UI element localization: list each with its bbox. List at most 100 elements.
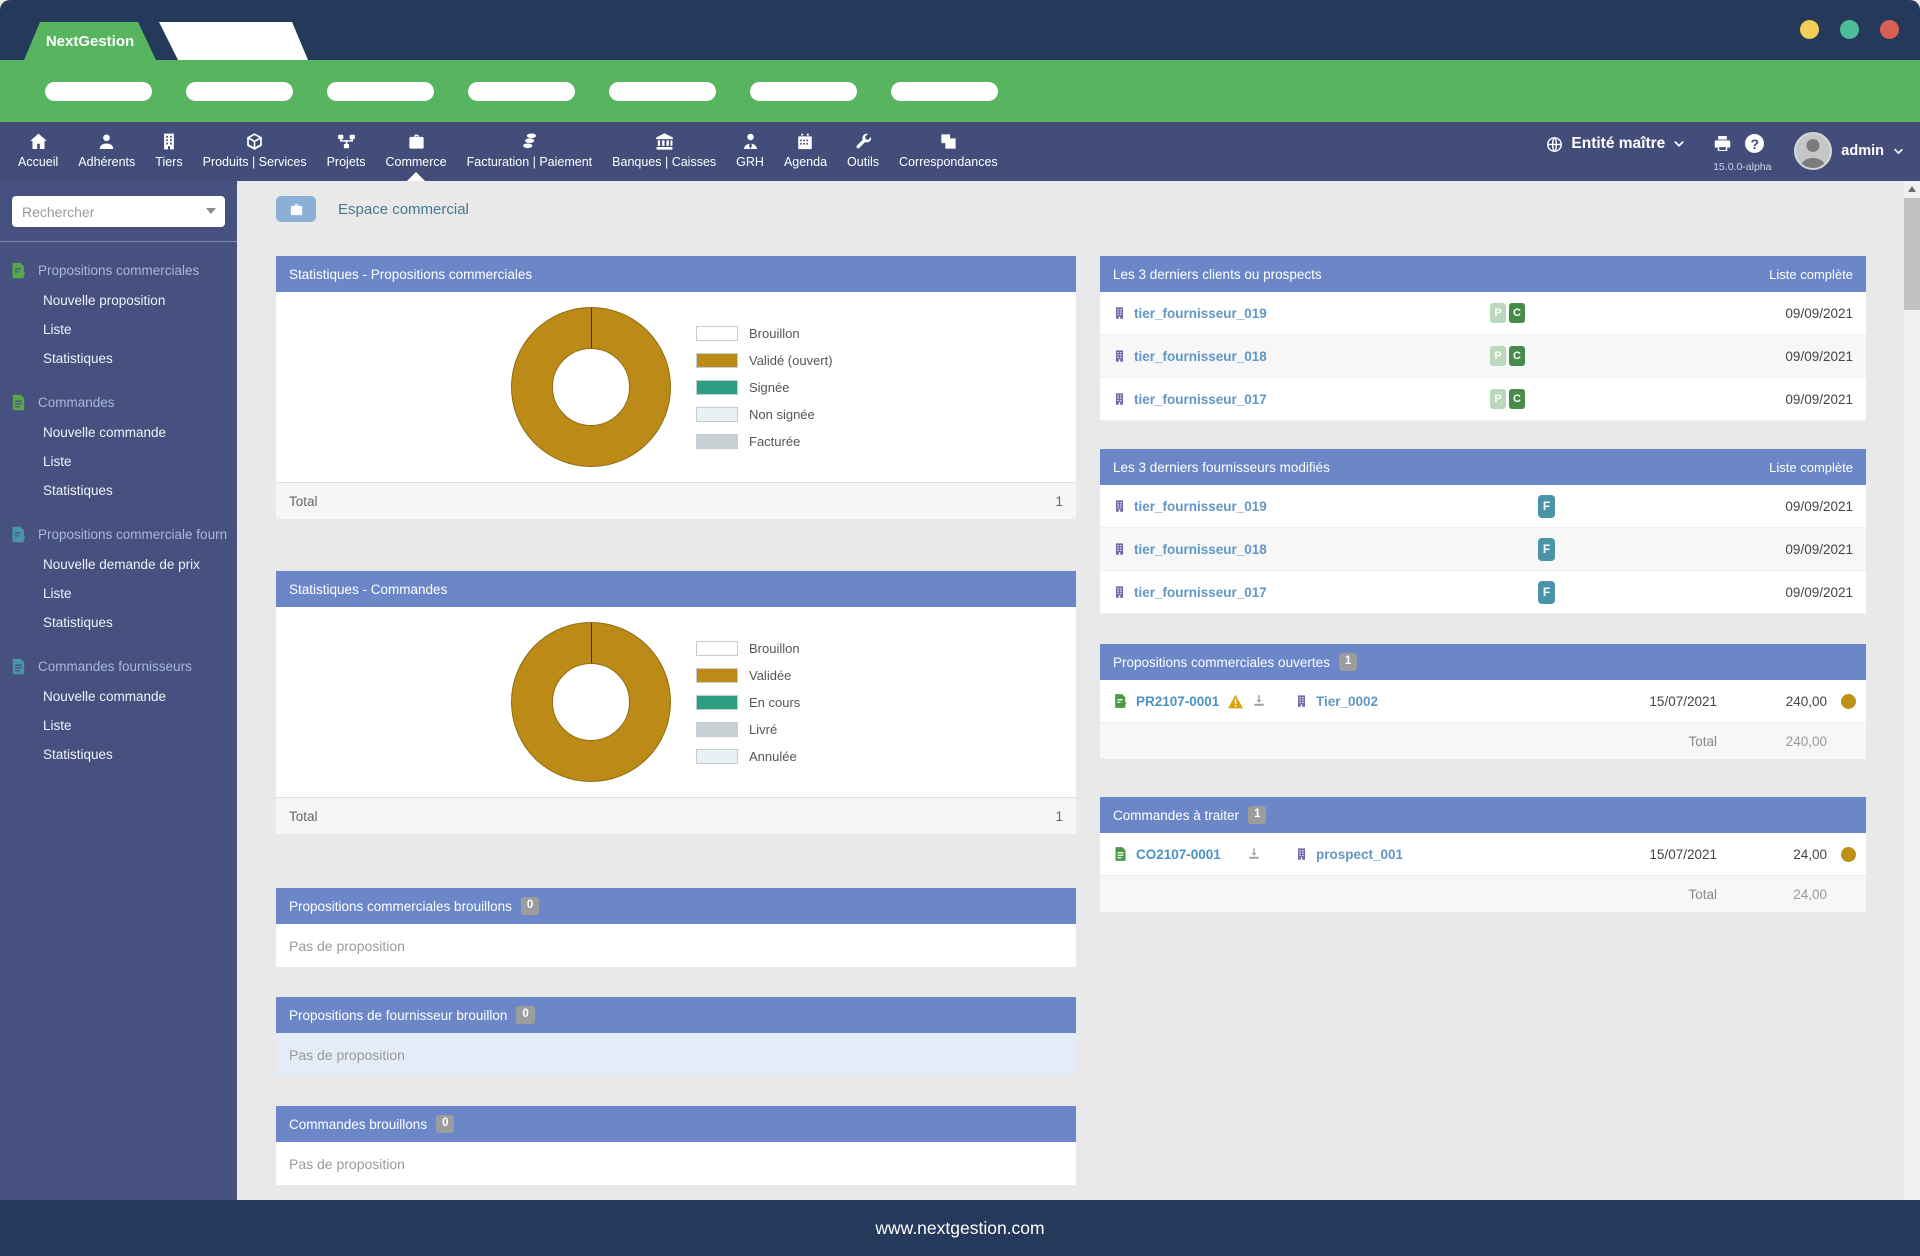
legend-swatch xyxy=(696,749,738,764)
search-dropdown-caret-icon[interactable] xyxy=(206,208,216,214)
sidebar-item-statistiques[interactable]: Statistiques xyxy=(43,615,113,630)
sidebar-item-statistiques[interactable]: Statistiques xyxy=(43,747,113,762)
building-icon xyxy=(1113,348,1126,364)
row-date: 15/07/2021 xyxy=(1649,693,1717,709)
prospect-badge: P xyxy=(1490,389,1506,409)
legend-swatch xyxy=(696,641,738,656)
third-party-link[interactable]: tier_fournisseur_017 xyxy=(1134,391,1267,407)
cube-icon xyxy=(245,131,264,152)
sidebar-menu: Propositions commerciales Nouvelle propo… xyxy=(0,242,237,769)
panel-header: Commandes brouillons 0 xyxy=(276,1106,1076,1142)
sidebar-section-commandes[interactable]: Commandes xyxy=(0,387,237,418)
warning-icon xyxy=(1227,694,1244,709)
full-list-link[interactable]: Liste complète xyxy=(1769,459,1853,475)
sidebar-item-statistiques[interactable]: Statistiques xyxy=(43,483,113,498)
third-party-link[interactable]: tier_fournisseur_017 xyxy=(1134,584,1267,600)
nav-item-produits-services[interactable]: Produits | Services xyxy=(193,122,317,181)
panel-title: Propositions de fournisseur brouillon xyxy=(289,1007,508,1023)
table-row: PR2107-0001 Tier_0002 15/07/2021 240,00 xyxy=(1100,680,1866,722)
panel-commandes-a-traiter: Commandes à traiter 1 CO2107-0001 prospe… xyxy=(1100,797,1866,912)
sidebar-item-liste[interactable]: Liste xyxy=(43,322,72,337)
legend-label: Facturée xyxy=(749,434,801,449)
sidebar-item-liste[interactable]: Liste xyxy=(43,586,72,601)
chart-legend: Brouillon Validée En cours Livré Annulée xyxy=(696,635,800,770)
title-bar: NextGestion xyxy=(0,0,1920,60)
legend-label: Annulée xyxy=(749,749,797,764)
chart-legend: Brouillon Validé (ouvert) Signée Non sig… xyxy=(696,320,833,455)
sidebar-item-nouvelle-commande[interactable]: Nouvelle commande xyxy=(43,425,167,440)
download-icon[interactable] xyxy=(1247,847,1261,861)
panel-total-row: Total 24,00 xyxy=(1100,875,1866,912)
help-button[interactable]: ? xyxy=(1745,134,1765,153)
sidebar-item-statistiques[interactable]: Statistiques xyxy=(43,351,113,366)
sidebar-item-liste[interactable]: Liste xyxy=(43,718,72,733)
print-button[interactable] xyxy=(1713,134,1732,153)
sidebar-section-propositions-commerciales[interactable]: Propositions commerciales xyxy=(0,255,237,286)
nav-item-adherents[interactable]: Adhérents xyxy=(68,122,145,181)
third-party-link[interactable]: tier_fournisseur_019 xyxy=(1134,305,1267,321)
nav-item-commerce[interactable]: Commerce xyxy=(376,122,457,181)
panel-stats-propositions: Statistiques - Propositions commerciales… xyxy=(276,256,1076,519)
menu-section-propositions-fournisseur: Propositions commerciale fourniss Nouvel… xyxy=(0,519,237,637)
menu-placeholder-pill xyxy=(327,81,434,101)
sidebar-item-nouvelle-demande-de-prix[interactable]: Nouvelle demande de prix xyxy=(43,557,200,572)
window-minimize-dot[interactable] xyxy=(1800,20,1819,39)
window-close-dot[interactable] xyxy=(1880,20,1899,39)
panel-title: Statistiques - Commandes xyxy=(289,581,448,597)
building-icon xyxy=(1113,541,1126,557)
sidebar-item-nouvelle-proposition[interactable]: Nouvelle proposition xyxy=(43,293,166,308)
third-party-link[interactable]: Tier_0002 xyxy=(1316,693,1379,709)
third-party-link[interactable]: tier_fournisseur_019 xyxy=(1134,498,1267,514)
legend-swatch xyxy=(696,326,738,341)
supplier-badge: F xyxy=(1538,494,1555,518)
nav-label: Facturation | Paiement xyxy=(466,155,593,169)
nav-item-agenda[interactable]: Agenda xyxy=(774,122,837,181)
nav-item-tiers[interactable]: Tiers xyxy=(145,122,192,181)
nav-label: Produits | Services xyxy=(202,155,307,169)
download-icon[interactable] xyxy=(1252,694,1266,708)
nav-label: Correspondances xyxy=(899,155,998,169)
entity-selector[interactable]: Entité maître xyxy=(1546,135,1685,153)
nav-item-correspondances[interactable]: Correspondances xyxy=(889,122,1008,181)
sidebar-section-commandes-fournisseurs[interactable]: Commandes fournisseurs xyxy=(0,651,237,682)
nav-item-outils[interactable]: Outils xyxy=(837,122,889,181)
chevron-down-icon xyxy=(1893,146,1904,157)
panel-header: Propositions commerciales ouvertes 1 xyxy=(1100,644,1866,680)
nav-item-facturation-paiement[interactable]: Facturation | Paiement xyxy=(457,122,603,181)
order-ref-link[interactable]: CO2107-0001 xyxy=(1136,846,1221,862)
sidebar-search xyxy=(0,181,237,242)
building-icon xyxy=(160,131,178,152)
nav-label: GRH xyxy=(736,155,764,169)
user-menu[interactable]: admin xyxy=(1794,132,1904,170)
donut-hole xyxy=(552,663,630,741)
row-date: 09/09/2021 xyxy=(1785,305,1853,321)
third-party-link[interactable]: tier_fournisseur_018 xyxy=(1134,541,1267,557)
left-column: Statistiques - Propositions commerciales… xyxy=(276,256,1076,1185)
third-party-link[interactable]: tier_fournisseur_018 xyxy=(1134,348,1267,364)
sidebar-item-nouvelle-commande[interactable]: Nouvelle commande xyxy=(43,689,167,704)
nav-item-grh[interactable]: GRH xyxy=(726,122,774,181)
menu-placeholder-pill xyxy=(45,81,152,101)
sidebar-section-propositions-fournisseur[interactable]: Propositions commerciale fourniss xyxy=(0,519,237,550)
legend-swatch xyxy=(696,695,738,710)
nav-item-projets[interactable]: Projets xyxy=(317,122,376,181)
third-party-link[interactable]: prospect_001 xyxy=(1316,846,1404,862)
proposal-ref-link[interactable]: PR2107-0001 xyxy=(1136,693,1220,709)
nav-item-accueil[interactable]: Accueil xyxy=(8,122,68,181)
entity-label: Entité maître xyxy=(1571,135,1666,152)
scrollbar-thumb[interactable] xyxy=(1904,198,1920,310)
file-edit-icon xyxy=(10,526,27,543)
sidebar-item-liste[interactable]: Liste xyxy=(43,454,72,469)
window-maximize-dot[interactable] xyxy=(1840,20,1859,39)
search-input[interactable] xyxy=(12,196,225,227)
full-list-link[interactable]: Liste complète xyxy=(1769,266,1853,282)
menu-section-propositions-commerciales: Propositions commerciales Nouvelle propo… xyxy=(0,255,237,373)
nav-tools: ? 15.0.0-alpha xyxy=(1713,134,1771,173)
legend-label: Brouillon xyxy=(749,641,800,656)
scrollbar-up-button[interactable] xyxy=(1904,181,1920,197)
table-row: tier_fournisseur_017 P C 09/09/2021 xyxy=(1100,378,1866,421)
nav-item-banques-caisses[interactable]: Banques | Caisses xyxy=(602,122,726,181)
nav-right: Entité maître ? 15.0.0-alpha admin xyxy=(1546,122,1920,181)
donut-chart-propositions: Brouillon Validé (ouvert) Signée Non sig… xyxy=(276,292,1076,482)
legend-swatch xyxy=(696,407,738,422)
